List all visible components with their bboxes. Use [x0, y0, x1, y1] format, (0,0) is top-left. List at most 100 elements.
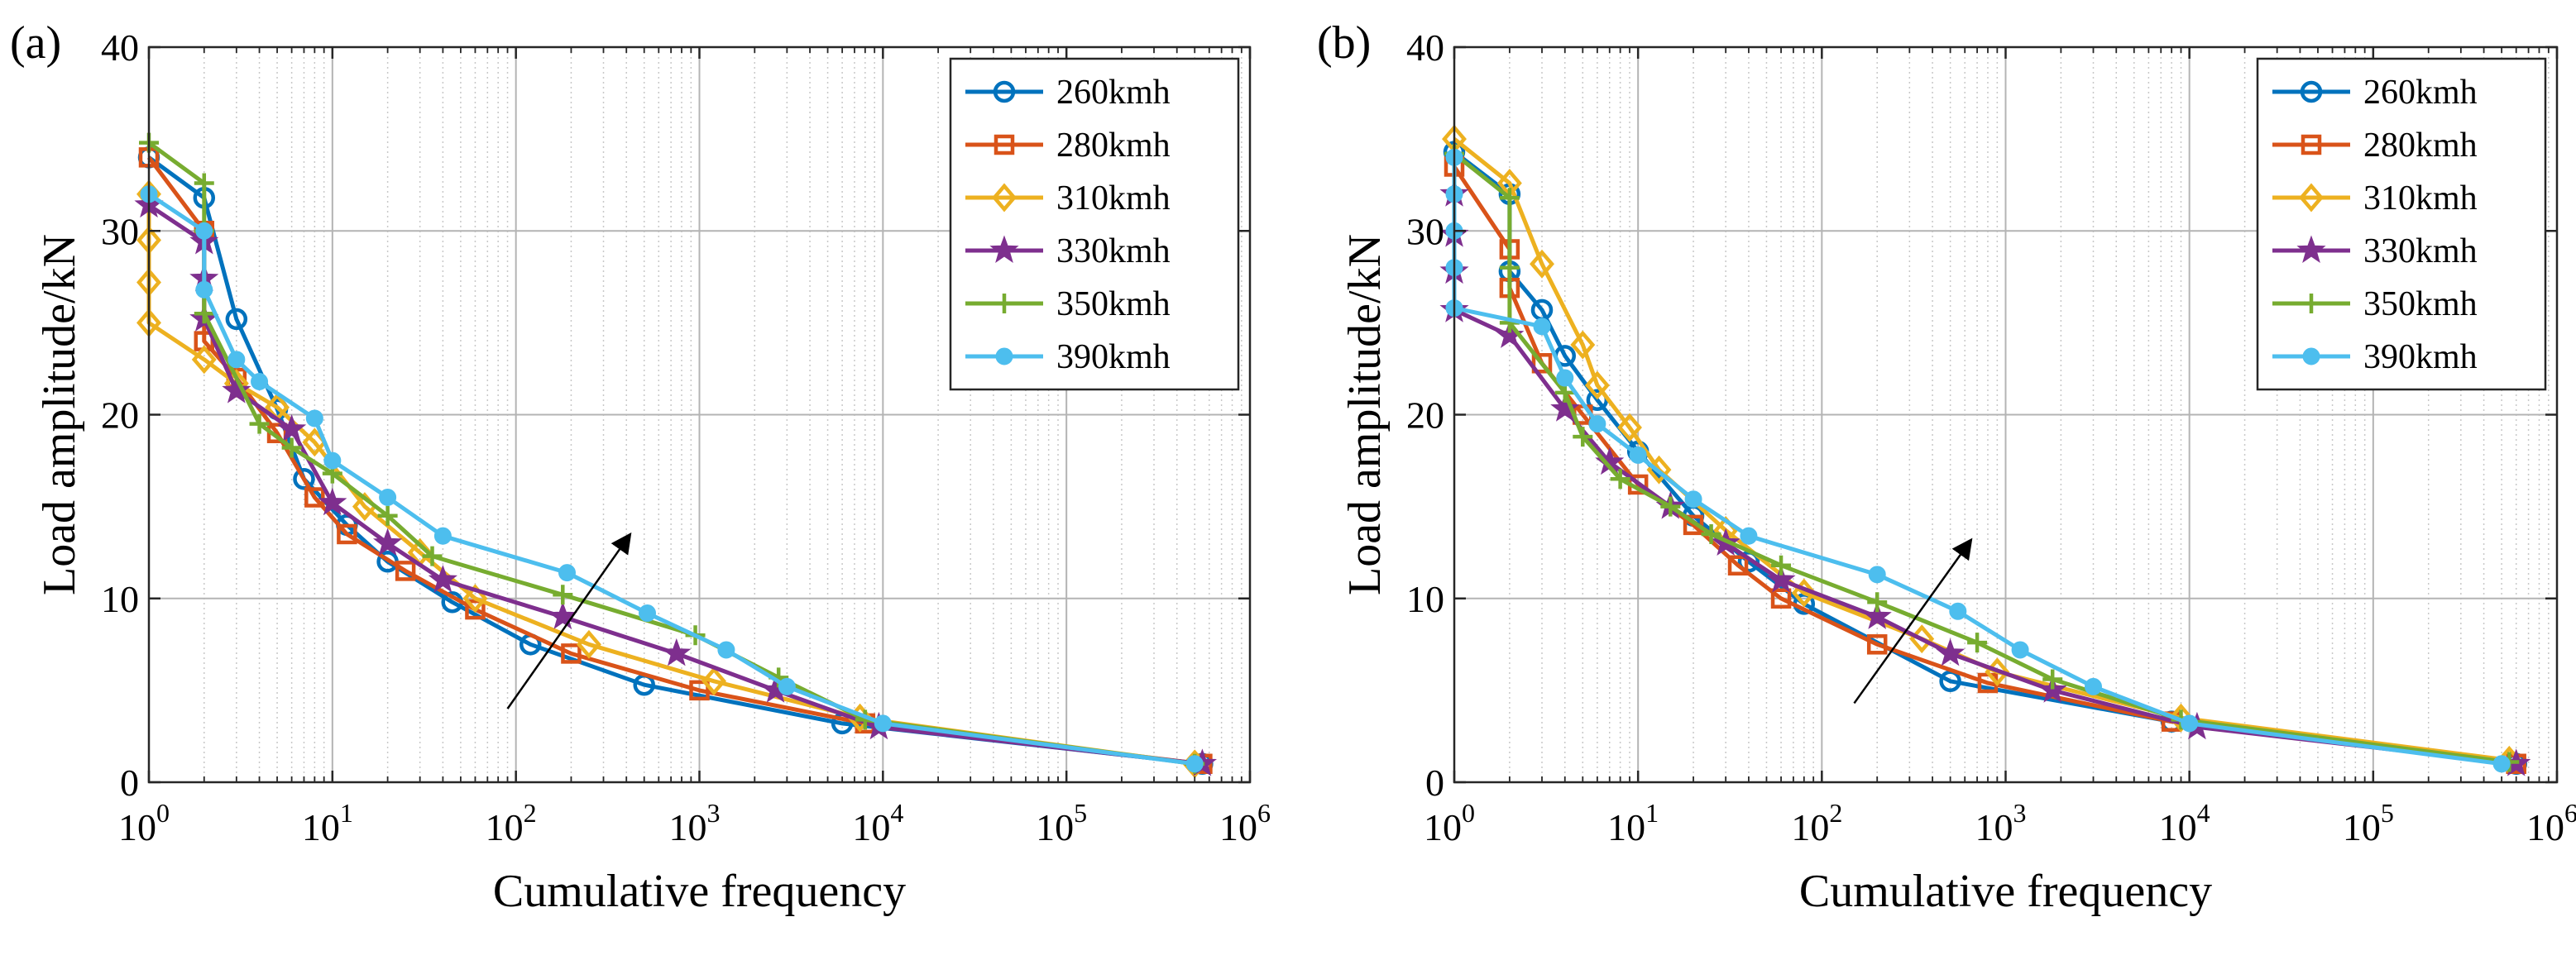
- chart-panel-b: 0 10 20 30 40 100 101 102 103 104 105 106 Cumulative…: [1317, 17, 2576, 917]
- data-point: [222, 375, 251, 404]
- data-point: [2011, 641, 2029, 659]
- data-point: [994, 294, 1014, 313]
- data-point: [281, 437, 302, 458]
- data-point: [1588, 415, 1606, 433]
- legend-item: 260kmh: [965, 74, 1171, 112]
- data-point: [1533, 318, 1551, 336]
- data-point: [1495, 320, 1525, 348]
- data-point: [1530, 249, 1554, 279]
- y-tick-label: 30: [1406, 210, 1444, 252]
- legend-label: 260kmh: [2363, 74, 2478, 112]
- data-point: [553, 585, 573, 605]
- data-point: [318, 487, 347, 516]
- data-point: [422, 546, 443, 566]
- y-tick-label: 10: [1406, 578, 1444, 620]
- data-point: [1770, 588, 1792, 609]
- legend-label: 280kmh: [1056, 127, 1171, 165]
- data-point: [1766, 565, 1796, 593]
- data-point: [2181, 714, 2199, 733]
- data-point: [372, 528, 403, 556]
- x-tick-label: 103: [1975, 798, 2027, 848]
- data-point: [377, 505, 398, 526]
- legend-label: 390kmh: [2363, 338, 2478, 376]
- data-point: [194, 303, 214, 324]
- legend-item: 280kmh: [965, 127, 1171, 165]
- data-point: [1185, 755, 1204, 773]
- x-tick-label: 101: [1607, 798, 1659, 848]
- data-point: [2296, 235, 2326, 263]
- x-tick-label: 105: [2343, 798, 2394, 848]
- data-point: [1629, 446, 1647, 464]
- legend-item: 260kmh: [2272, 74, 2478, 112]
- x-tick-label: 104: [2159, 798, 2210, 848]
- legend-label: 310kmh: [1056, 179, 1171, 217]
- legend-label: 390kmh: [1056, 338, 1171, 376]
- data-point: [195, 280, 213, 299]
- data-point: [2492, 755, 2511, 773]
- data-point: [992, 183, 1017, 213]
- x-tick-label: 103: [669, 798, 721, 848]
- series-390kmh: [1445, 148, 2511, 773]
- data-point: [639, 604, 657, 623]
- data-point: [249, 413, 270, 434]
- legend: 260kmh 280kmh 310kmh 330kmh 350kmh 390kmh: [2256, 57, 2547, 391]
- y-tick-label: 0: [1425, 762, 1444, 804]
- data-point: [277, 413, 307, 442]
- x-axis-label: Cumulative frequency: [1799, 866, 2212, 917]
- y-tick-label: 0: [120, 762, 139, 804]
- y-tick-label: 30: [101, 210, 139, 252]
- data-point: [379, 489, 397, 507]
- data-point: [993, 80, 1016, 103]
- data-point: [717, 641, 735, 659]
- data-point: [689, 680, 710, 701]
- legend: 260kmh 280kmh 310kmh 330kmh 350kmh 390kmh: [949, 57, 1240, 391]
- data-point: [2301, 134, 2322, 155]
- data-point: [337, 523, 357, 545]
- data-point: [2300, 80, 2323, 103]
- data-point: [1684, 490, 1702, 509]
- data-point: [561, 643, 582, 664]
- trend-arrow: [1853, 537, 1973, 704]
- data-point: [701, 666, 727, 696]
- data-point: [462, 584, 488, 614]
- data-point: [1499, 188, 1520, 208]
- data-point: [1727, 555, 1749, 576]
- legend-label: 330kmh: [2363, 232, 2478, 270]
- data-point: [995, 347, 1013, 365]
- data-point: [1740, 527, 1758, 545]
- x-tick-label: 102: [1791, 798, 1842, 848]
- y-axis-label: Load amplitude/kN: [1339, 234, 1391, 595]
- series-line: [147, 155, 1203, 767]
- legend-label: 310kmh: [2363, 179, 2478, 217]
- data-point: [989, 235, 1019, 263]
- data-point: [1531, 353, 1553, 374]
- data-point: [1701, 523, 1721, 544]
- data-point: [465, 599, 486, 620]
- data-point: [1868, 566, 1886, 584]
- chart-panel-a: 0 10 20 30 40 100 101 102 103 104 105 106 Cumulative…: [10, 17, 1271, 917]
- data-point: [778, 677, 796, 695]
- data-point: [2042, 669, 2063, 690]
- data-point: [1936, 638, 1966, 666]
- x-tick-label: 106: [1219, 798, 1271, 848]
- data-point: [994, 134, 1015, 155]
- legend-item: 350kmh: [2272, 285, 2478, 323]
- legend-item: 310kmh: [965, 179, 1171, 217]
- legend-label: 330kmh: [1056, 232, 1171, 270]
- y-tick-label: 20: [101, 394, 139, 437]
- data-point: [1499, 257, 1520, 278]
- data-point: [1610, 469, 1630, 490]
- data-point: [304, 487, 325, 508]
- data-point: [1550, 394, 1580, 422]
- data-point: [433, 527, 452, 545]
- legend-item: 350kmh: [965, 285, 1171, 323]
- data-point: [1791, 578, 1817, 608]
- data-point: [576, 629, 601, 659]
- data-point: [2085, 677, 2103, 695]
- data-point: [1556, 369, 1574, 387]
- legend-item: 390kmh: [2272, 338, 2478, 376]
- y-tick-label: 20: [1406, 394, 1444, 437]
- x-tick-label: 100: [1424, 798, 1475, 848]
- data-point: [2302, 347, 2320, 365]
- data-point: [1584, 370, 1610, 400]
